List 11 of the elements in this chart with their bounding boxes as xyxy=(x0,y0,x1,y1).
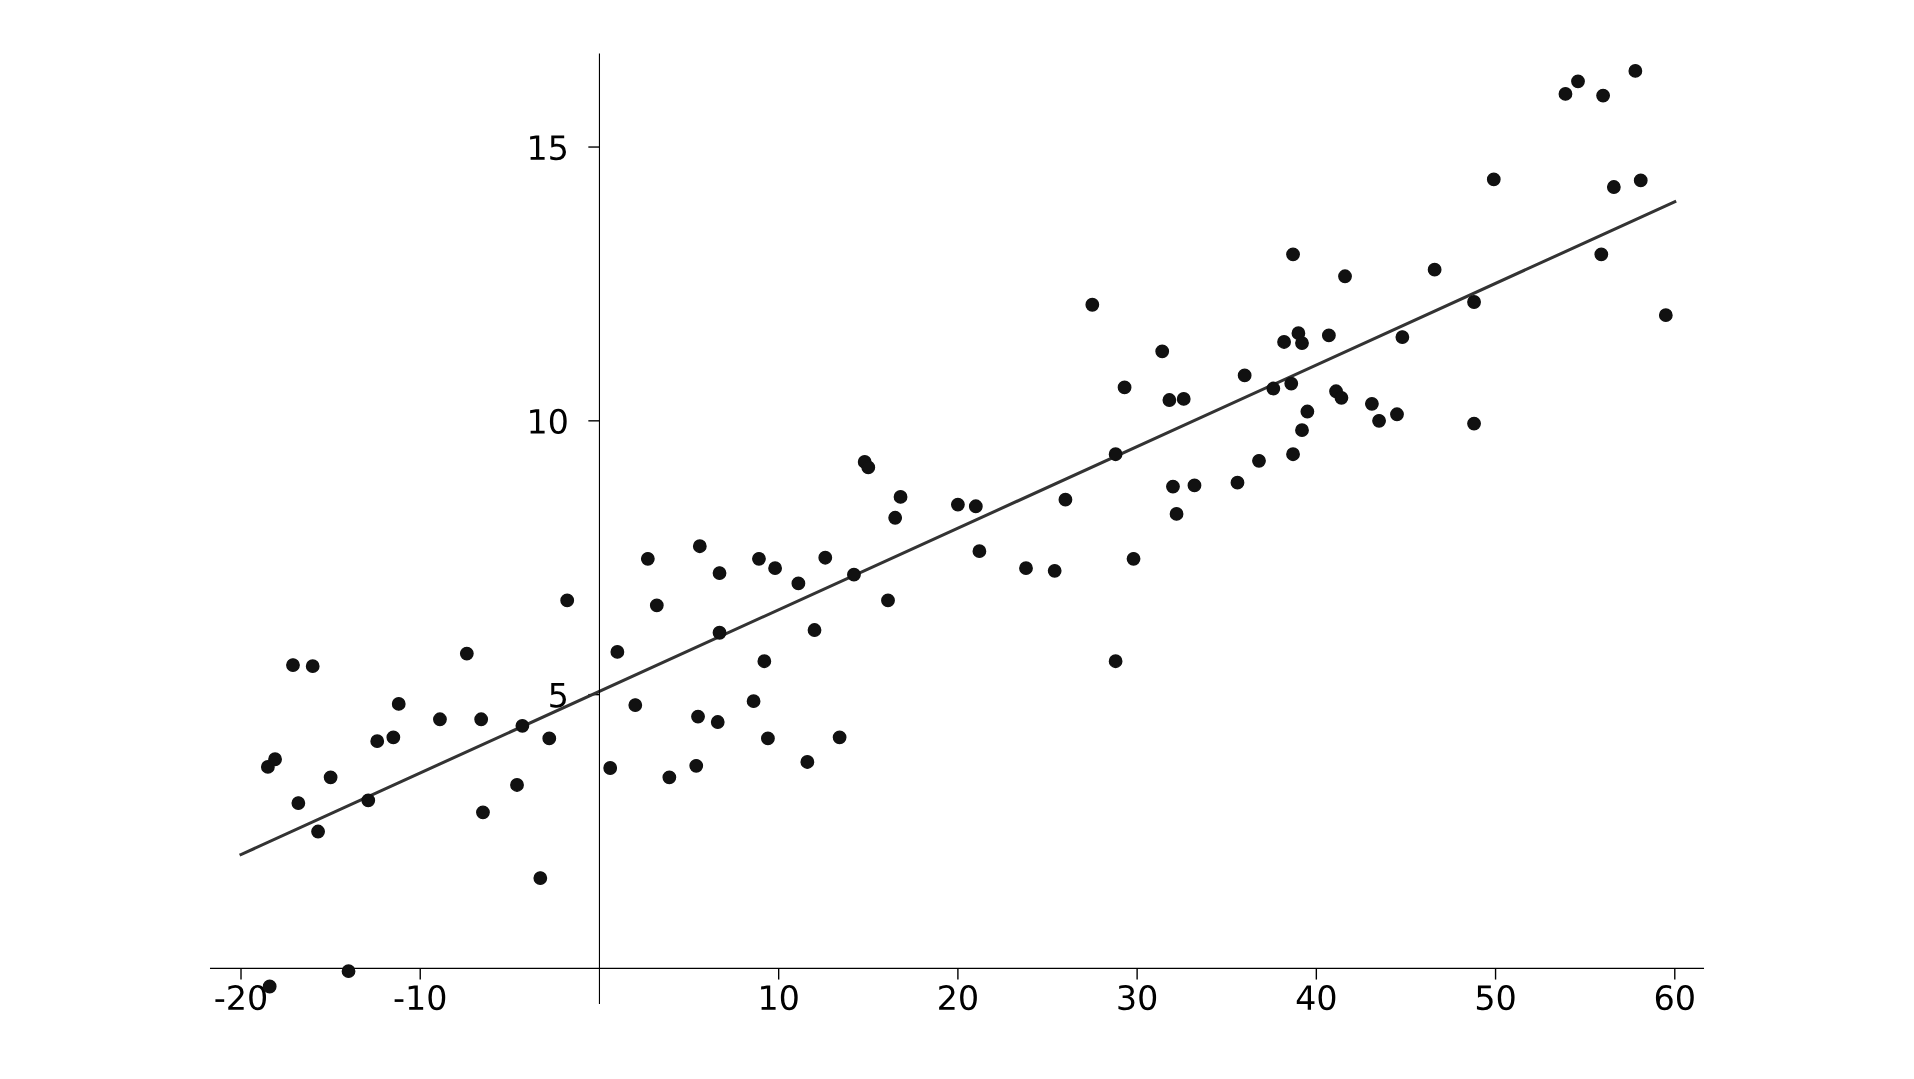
x-tick-label: 40 xyxy=(1296,984,1336,1011)
x-tick-label: 60 xyxy=(1655,984,1694,1011)
x-tick-label: 20 xyxy=(939,984,977,1011)
x-tick-label: 10 xyxy=(761,984,798,1011)
x-tick-label: 30 xyxy=(1118,984,1157,1011)
y-tick-label: 5 xyxy=(550,682,566,708)
y-tick-label: 10 xyxy=(530,408,567,434)
y-tick-label: 15 xyxy=(530,135,566,161)
x-tick-label: -10 xyxy=(394,984,446,1011)
x-tick-label: 50 xyxy=(1476,984,1515,1011)
x-tick-label: -20 xyxy=(215,984,267,1011)
